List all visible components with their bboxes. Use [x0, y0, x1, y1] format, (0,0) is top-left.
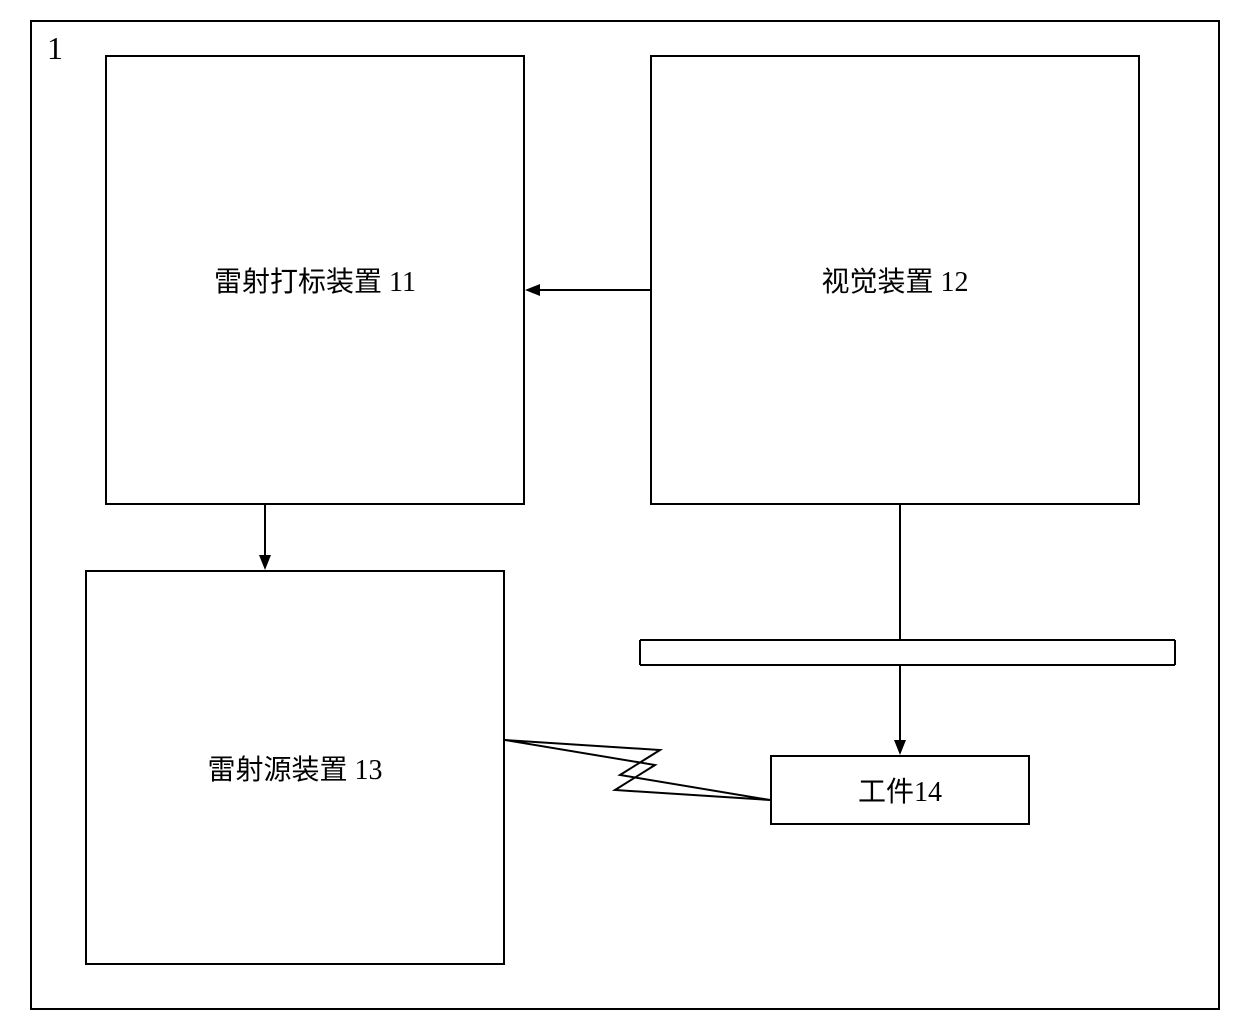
- box-vision-device: 视觉装置 12: [650, 55, 1140, 505]
- box-14-label: 工件14: [858, 770, 942, 810]
- box-laser-marking-device: 雷射打标装置 11: [105, 55, 525, 505]
- box-12-label: 视觉装置 12: [821, 260, 968, 300]
- box-11-label: 雷射打标装置 11: [214, 260, 416, 300]
- box-13-label: 雷射源装置 13: [207, 748, 382, 788]
- container-label: 1: [47, 30, 63, 67]
- box-workpiece: 工件14: [770, 755, 1030, 825]
- box-laser-source-device: 雷射源装置 13: [85, 570, 505, 965]
